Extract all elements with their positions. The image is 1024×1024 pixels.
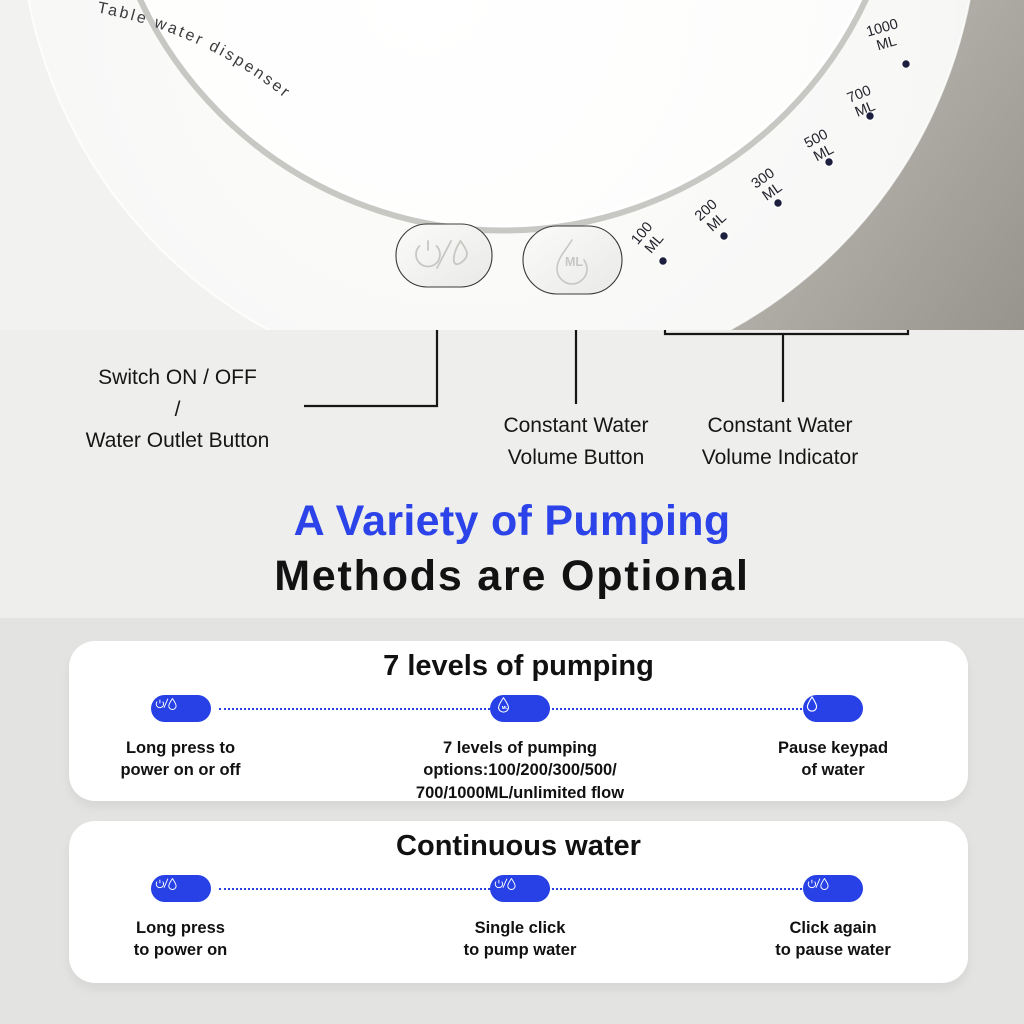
svg-text:ML: ML [565,255,583,269]
